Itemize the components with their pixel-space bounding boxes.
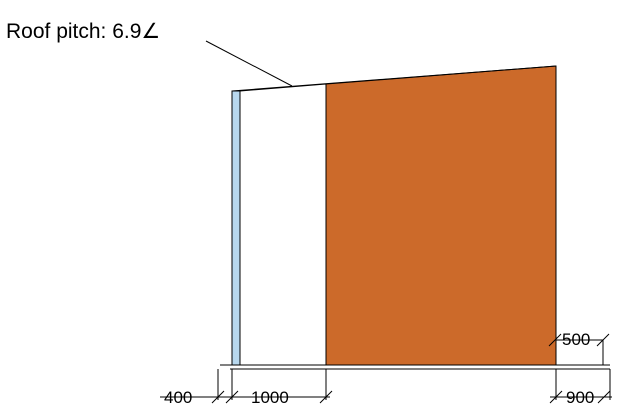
roof-pitch-leader-line xyxy=(205,40,293,87)
dimension-1000-label: 1000 xyxy=(251,388,289,407)
right-dimension-lines xyxy=(548,333,612,404)
bottom-dimension-line xyxy=(160,369,333,404)
orange-cladding-panel xyxy=(325,65,557,366)
dimension-500-label: 500 xyxy=(562,330,590,349)
light-blue-strip xyxy=(231,90,241,366)
white-wall-section xyxy=(239,83,327,366)
dimension-400-label: 400 xyxy=(164,388,192,407)
roof-pitch-label: Roof pitch: 6.9∠ xyxy=(6,20,160,43)
roof-edge-line xyxy=(231,65,557,92)
dimension-900-label: 900 xyxy=(566,388,594,407)
